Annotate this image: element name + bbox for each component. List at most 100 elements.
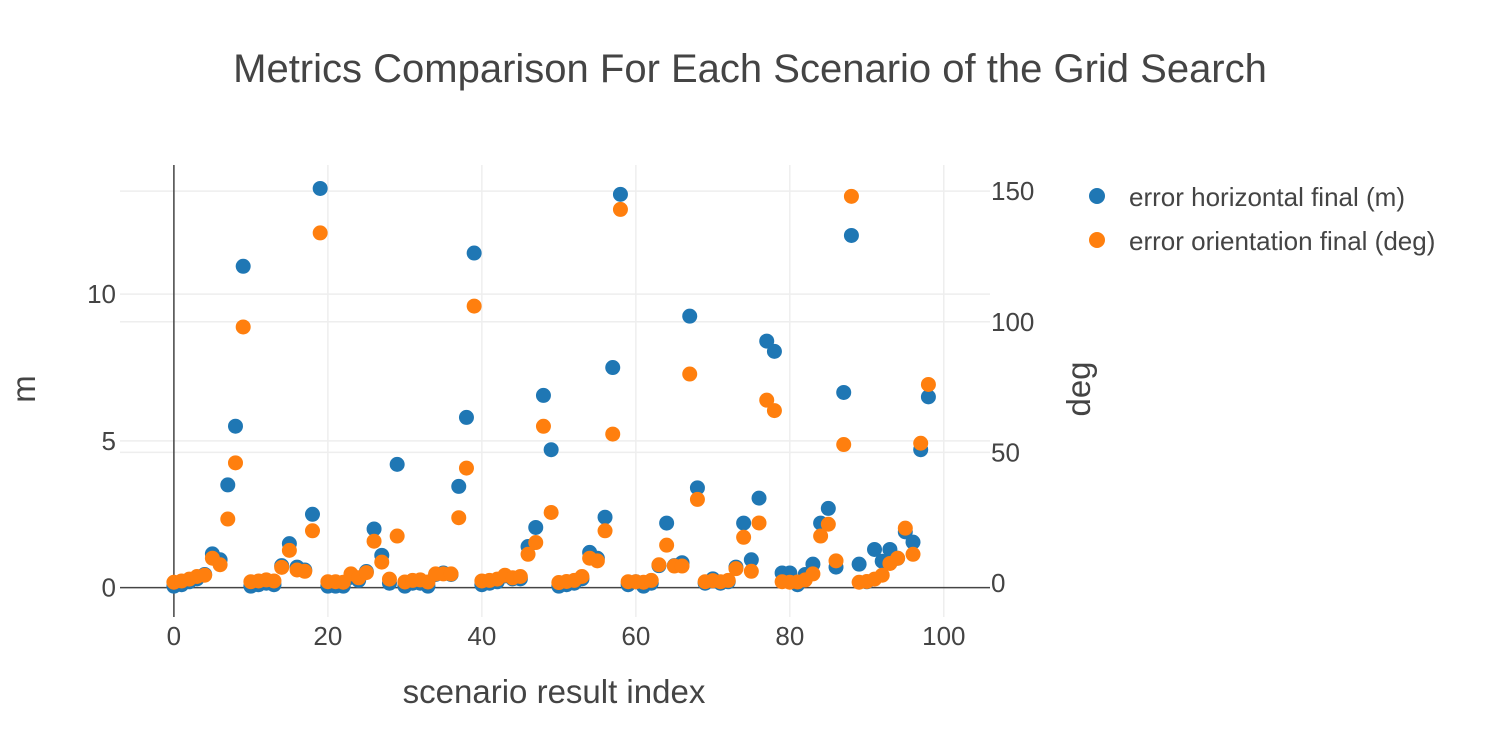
point-horizontal[interactable]	[220, 477, 236, 493]
point-horizontal[interactable]	[451, 478, 467, 494]
point-orientation[interactable]	[535, 418, 551, 434]
point-orientation[interactable]	[890, 550, 906, 566]
point-horizontal[interactable]	[851, 556, 867, 572]
point-horizontal[interactable]	[366, 521, 382, 537]
point-orientation[interactable]	[574, 569, 590, 584]
point-horizontal[interactable]	[736, 515, 752, 531]
point-orientation[interactable]	[597, 523, 613, 539]
point-orientation[interactable]	[381, 571, 397, 587]
point-orientation[interactable]	[466, 298, 482, 314]
point-horizontal[interactable]	[682, 308, 698, 324]
point-orientation[interactable]	[589, 553, 605, 569]
point-orientation[interactable]	[281, 542, 297, 558]
point-orientation[interactable]	[828, 553, 844, 569]
point-orientation[interactable]	[759, 392, 775, 408]
point-orientation[interactable]	[312, 225, 328, 241]
x-tick-label: 40	[467, 621, 496, 651]
point-orientation[interactable]	[366, 533, 382, 549]
point-orientation[interactable]	[805, 566, 821, 582]
point-horizontal[interactable]	[597, 509, 613, 525]
y-tick-label: 0	[102, 573, 116, 603]
point-horizontal[interactable]	[843, 227, 859, 243]
point-orientation[interactable]	[274, 559, 290, 575]
point-orientation[interactable]	[920, 376, 936, 392]
point-horizontal[interactable]	[304, 506, 320, 522]
point-orientation[interactable]	[836, 437, 852, 453]
point-orientation[interactable]	[843, 188, 859, 204]
point-horizontal[interactable]	[920, 389, 936, 405]
y2-ticks: 0 50 100 150	[991, 176, 1034, 598]
x-ticks: 0 20 40 60 80 100	[167, 621, 966, 651]
x-tick-label: 0	[167, 621, 181, 651]
point-horizontal[interactable]	[605, 360, 621, 376]
point-orientation[interactable]	[543, 504, 559, 520]
legend-marker-orientation	[1089, 232, 1105, 248]
point-orientation[interactable]	[266, 573, 282, 589]
x-tick-label: 60	[621, 621, 650, 651]
point-orientation[interactable]	[736, 529, 752, 545]
point-orientation[interactable]	[743, 563, 759, 579]
point-orientation[interactable]	[605, 426, 621, 442]
point-orientation[interactable]	[197, 567, 213, 583]
point-orientation[interactable]	[651, 557, 667, 573]
chart-title: Metrics Comparison For Each Scenario of …	[233, 47, 1267, 91]
point-horizontal[interactable]	[312, 180, 328, 196]
point-orientation[interactable]	[235, 319, 251, 335]
point-orientation[interactable]	[874, 567, 890, 583]
point-horizontal[interactable]	[389, 456, 405, 472]
point-orientation[interactable]	[389, 528, 405, 544]
point-orientation[interactable]	[820, 516, 836, 532]
point-horizontal[interactable]	[659, 515, 675, 531]
point-orientation[interactable]	[674, 558, 690, 574]
point-orientation[interactable]	[897, 520, 913, 536]
point-horizontal[interactable]	[689, 480, 705, 496]
point-orientation[interactable]	[520, 546, 536, 562]
point-horizontal[interactable]	[820, 500, 836, 516]
point-orientation[interactable]	[212, 557, 228, 573]
point-orientation[interactable]	[682, 366, 698, 382]
point-orientation[interactable]	[227, 455, 243, 471]
point-horizontal[interactable]	[759, 333, 775, 349]
point-orientation[interactable]	[374, 554, 390, 570]
point-orientation[interactable]	[443, 566, 459, 582]
point-orientation[interactable]	[720, 572, 736, 588]
point-orientation[interactable]	[659, 537, 675, 553]
legend-item-horizontal[interactable]: error horizontal final (m)	[1089, 182, 1405, 212]
point-horizontal[interactable]	[235, 258, 251, 274]
point-horizontal[interactable]	[867, 541, 883, 557]
point-orientation[interactable]	[751, 515, 767, 531]
point-horizontal[interactable]	[466, 245, 482, 261]
point-orientation[interactable]	[766, 403, 782, 419]
point-horizontal[interactable]	[535, 387, 551, 403]
point-orientation[interactable]	[297, 563, 313, 579]
point-horizontal[interactable]	[836, 384, 852, 400]
y2-tick-label: 50	[991, 437, 1020, 467]
point-horizontal[interactable]	[905, 534, 921, 550]
point-orientation[interactable]	[913, 435, 929, 451]
x-axis-title: scenario result index	[403, 673, 706, 710]
point-orientation[interactable]	[304, 523, 320, 539]
point-orientation[interactable]	[643, 572, 659, 588]
point-horizontal[interactable]	[227, 418, 243, 434]
point-orientation[interactable]	[728, 561, 744, 577]
point-horizontal[interactable]	[612, 186, 628, 202]
legend-item-orientation[interactable]: error orientation final (deg)	[1089, 226, 1435, 256]
y-tick-label: 10	[87, 279, 116, 309]
point-horizontal[interactable]	[743, 552, 759, 568]
point-orientation[interactable]	[512, 569, 528, 584]
point-horizontal[interactable]	[751, 490, 767, 506]
point-horizontal[interactable]	[543, 442, 559, 458]
point-horizontal[interactable]	[766, 343, 782, 359]
point-orientation[interactable]	[689, 491, 705, 507]
point-orientation[interactable]	[905, 546, 921, 562]
point-horizontal[interactable]	[528, 519, 544, 535]
point-orientation[interactable]	[458, 460, 474, 476]
point-orientation[interactable]	[451, 510, 467, 526]
point-horizontal[interactable]	[458, 409, 474, 425]
point-orientation[interactable]	[528, 535, 544, 551]
point-orientation[interactable]	[358, 565, 374, 581]
point-orientation[interactable]	[612, 201, 628, 217]
point-orientation[interactable]	[813, 528, 829, 544]
point-orientation[interactable]	[220, 511, 236, 527]
